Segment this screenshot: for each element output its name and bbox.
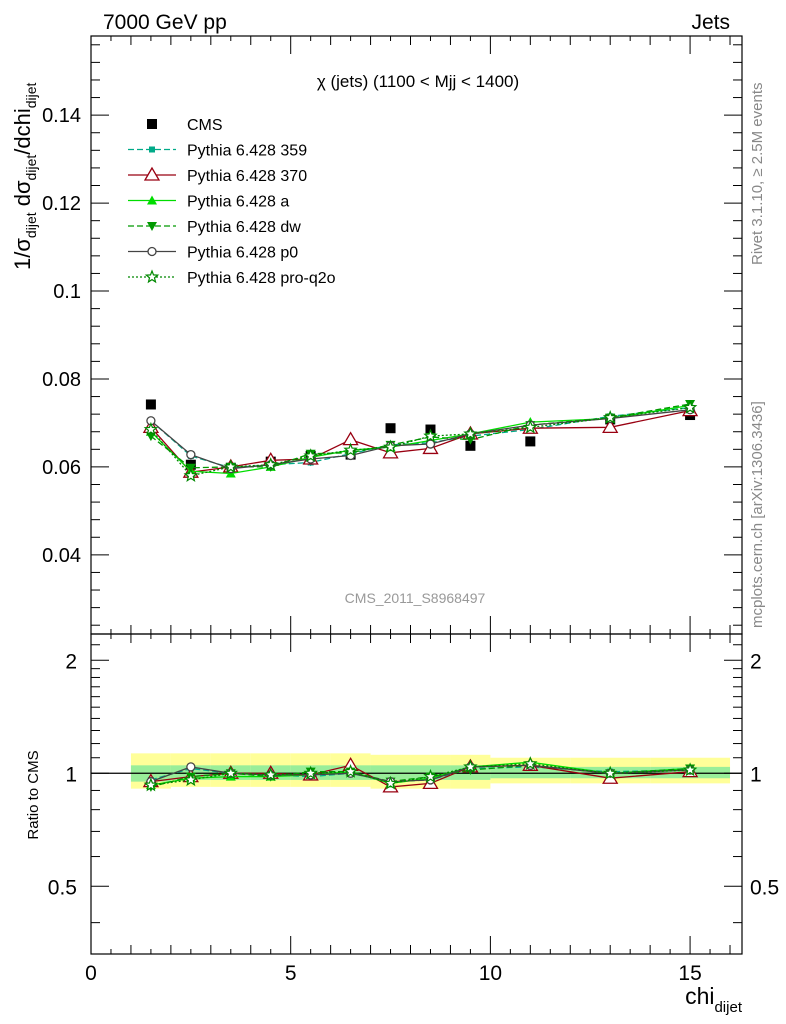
series-line-pp0 bbox=[150, 409, 691, 470]
point-pq2o bbox=[223, 459, 239, 474]
main-panel-content bbox=[142, 399, 699, 482]
xtick-label: 5 bbox=[285, 962, 297, 985]
point-cms bbox=[385, 423, 396, 434]
ratio-series-pq2o bbox=[143, 756, 698, 792]
point-pq2o bbox=[343, 442, 358, 457]
ratio-ytick-label-left: 1 bbox=[65, 763, 77, 786]
ratio-ytick-label-left: 0.5 bbox=[48, 876, 77, 899]
legend-label-pa: Pythia 6.428 a bbox=[187, 194, 289, 211]
ylabel-post: /dchi bbox=[10, 108, 35, 154]
watermark: CMS_2011_S8968497 bbox=[345, 590, 486, 606]
point-pq2o bbox=[183, 468, 199, 482]
ratio-line-pq2o bbox=[150, 763, 691, 786]
ratio-point-pq2o bbox=[523, 756, 538, 770]
ratio-panel-frame bbox=[90, 633, 743, 955]
point-pq2o bbox=[263, 457, 278, 471]
series-pdw bbox=[145, 400, 696, 473]
legend-label-p370: Pythia 6.428 370 bbox=[187, 168, 307, 185]
ratio-ytick-label-right: 1 bbox=[750, 763, 762, 786]
xlabel-main: chi bbox=[685, 983, 714, 1009]
ratio-point-pq2o bbox=[183, 772, 199, 787]
legend-marker-p359 bbox=[149, 146, 155, 153]
ytick-label: 0.08 bbox=[42, 369, 81, 391]
ratio-panel-content bbox=[91, 753, 742, 793]
point-pq2o bbox=[463, 426, 478, 441]
xtick-label: 0 bbox=[85, 962, 97, 985]
ytick-label: 0.14 bbox=[42, 105, 81, 127]
point-pq2o bbox=[602, 410, 618, 424]
ratio-point-pq2o bbox=[423, 768, 438, 783]
ratio-point-pq2o bbox=[682, 762, 698, 777]
ratio-point-pq2o bbox=[602, 765, 618, 780]
point-cms bbox=[525, 436, 536, 447]
ytick-label: 0.12 bbox=[42, 193, 81, 215]
ylabel-sub1: dijet bbox=[23, 212, 39, 238]
ytick-label: 0.06 bbox=[42, 457, 81, 479]
ratio-ytick-label-right: 0.5 bbox=[750, 876, 779, 899]
legend-label-p359: Pythia 6.428 359 bbox=[187, 143, 307, 160]
ratio-point-pq2o bbox=[463, 759, 478, 774]
legend-label-cms: CMS bbox=[187, 117, 223, 134]
xtick-label: 15 bbox=[678, 962, 701, 985]
legend-marker-pa bbox=[147, 195, 157, 205]
ratio-point-pq2o bbox=[303, 765, 318, 780]
legend-marker-pq2o bbox=[144, 269, 160, 284]
point-pq2o bbox=[423, 428, 438, 443]
legend-marker-p370 bbox=[143, 166, 161, 181]
series-line-p370 bbox=[150, 409, 691, 473]
ylabel-pre: 1/σ bbox=[10, 238, 35, 270]
main-axes: 0.04 0.06 0.08 0.1 0.12 0.14 bbox=[42, 36, 742, 634]
point-pq2o bbox=[383, 439, 398, 454]
main-ylabel: 1/σdijet dσdijet/dchidijet bbox=[10, 82, 39, 270]
point-pq2o bbox=[682, 399, 698, 414]
xtick-label: 10 bbox=[479, 962, 502, 985]
legend-label-pp0: Pythia 6.428 p0 bbox=[187, 245, 298, 262]
ratio-axes: 0.5 0.5 1 1 2 2 0 5 10 15 bbox=[48, 634, 779, 985]
point-pp0 bbox=[425, 439, 436, 449]
band-inner bbox=[490, 766, 571, 779]
header-energy: 7000 GeV pp bbox=[103, 11, 227, 34]
xlabel-sub: dijet bbox=[714, 999, 742, 1016]
point-p370 bbox=[602, 419, 619, 433]
chart-title: χ (jets) (1100 < Mjj < 1400) bbox=[317, 72, 519, 91]
x-axis-title: chidijet bbox=[685, 983, 743, 1016]
point-pq2o bbox=[523, 419, 538, 434]
point-pq2o bbox=[303, 448, 318, 463]
ratio-point-pq2o bbox=[223, 765, 239, 780]
ylabel-mid: dσ bbox=[10, 180, 35, 212]
ylabel-sub3: dijet bbox=[23, 82, 39, 108]
series-line-pa bbox=[150, 404, 691, 475]
legend-label-pq2o: Pythia 6.428 pro-q2o bbox=[187, 270, 336, 287]
legend-marker-pdw bbox=[147, 222, 157, 231]
point-cms bbox=[465, 440, 476, 451]
ratio-point-pq2o bbox=[143, 777, 159, 792]
legend-marker-cms bbox=[147, 119, 157, 129]
legend-label-pdw: Pythia 6.428 dw bbox=[187, 219, 301, 236]
legend-marker-pp0 bbox=[147, 246, 157, 257]
rivet-label: Rivet 3.1.10, ≥ 2.5M events bbox=[749, 83, 766, 266]
ratio-point-pq2o bbox=[263, 767, 278, 782]
header-jets: Jets bbox=[691, 11, 730, 34]
ratio-ylabel: Ratio to CMS bbox=[25, 750, 42, 839]
ytick-label: 0.1 bbox=[53, 281, 81, 303]
ratio-point-pq2o bbox=[343, 764, 358, 778]
point-pp0 bbox=[186, 449, 196, 460]
mcplots-label: mcplots.cern.ch [arXiv:1306.3436] bbox=[749, 401, 766, 628]
point-cms bbox=[145, 399, 156, 410]
ylabel-sub2: dijet bbox=[23, 155, 39, 181]
ratio-point-pp0 bbox=[186, 762, 196, 772]
series-cms bbox=[145, 399, 696, 473]
legend: CMS Pythia 6.428 359 Pythia 6.428 370 Pythi… bbox=[128, 117, 336, 287]
series-pq2o bbox=[143, 399, 698, 482]
ratio-point-pq2o bbox=[383, 775, 398, 790]
ytick-label: 0.04 bbox=[42, 545, 81, 567]
ratio-ytick-label-right: 2 bbox=[750, 650, 762, 673]
point-pq2o bbox=[143, 421, 159, 436]
ratio-ytick-label-left: 2 bbox=[65, 650, 77, 673]
